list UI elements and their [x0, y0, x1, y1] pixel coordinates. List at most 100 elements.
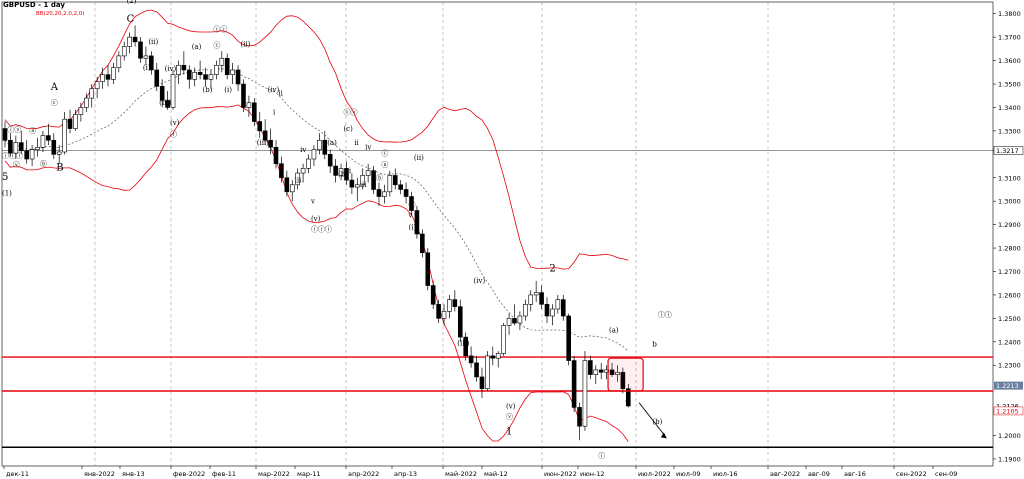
wave-label: (b): [203, 86, 213, 94]
candle-body: [262, 130, 268, 141]
wave-label: A: [50, 82, 59, 93]
candle-body: [317, 139, 322, 150]
x-tick-label: авг-09: [808, 470, 830, 478]
y-tick-label: 1.2300: [998, 362, 1021, 370]
candle-body: [127, 36, 132, 47]
wave-label: i: [349, 167, 352, 175]
candle-body: [403, 189, 409, 197]
wave-label: iv: [365, 144, 371, 152]
wave-label: 1: [506, 426, 512, 437]
wave-label: (iii): [257, 139, 269, 147]
candle-body: [306, 158, 311, 169]
wave-label: (b): [652, 418, 662, 426]
chart-title: GBPUSD - 1 day: [3, 1, 65, 9]
y-tick-label: 1.3700: [998, 34, 1021, 42]
wave-label: (i): [409, 223, 417, 231]
candle-body: [620, 371, 626, 389]
candle-body: [333, 165, 338, 176]
x-tick-label: июн-2022: [544, 470, 577, 478]
x-tick-label: май-2022: [445, 470, 477, 478]
candle-body: [84, 97, 89, 108]
candle-body: [192, 72, 197, 80]
x-tick-label: сен-09: [935, 470, 957, 478]
candle-body: [143, 55, 149, 59]
wave-label: (2): [127, 0, 137, 5]
y-tick-label: 1.3100: [998, 174, 1021, 182]
wave-label: ⓘⓘⓘ: [311, 226, 332, 234]
projection-arrow-head: [660, 432, 667, 439]
y-tick-label: 1.3500: [998, 81, 1021, 89]
y-tick-label: 1.2500: [998, 315, 1021, 323]
level-tag-label: 1.3217: [996, 147, 1019, 155]
x-tick-label: июл-09: [676, 470, 700, 478]
wave-label: (iii): [159, 99, 171, 107]
wave-label: iv: [300, 146, 306, 154]
wave-label: a: [625, 397, 629, 405]
candle-body: [555, 299, 561, 310]
wave-label: (v): [311, 215, 321, 223]
wave-label: (iv): [165, 65, 177, 73]
candle-body: [506, 318, 512, 326]
candle-body: [425, 252, 431, 286]
wave-label: i: [273, 108, 276, 116]
x-tick-label: фев-11: [212, 470, 236, 478]
wave-label: ⓥ: [506, 413, 513, 421]
candle-body: [582, 360, 588, 427]
candle-body: [2, 128, 8, 141]
wave-label: ⓘ: [170, 131, 177, 139]
y-tick-label: 1.3000: [998, 198, 1021, 206]
candle-body: [593, 369, 599, 375]
candle-body: [154, 69, 160, 87]
candle-body: [479, 376, 485, 389]
wave-label: iii: [295, 176, 302, 184]
candle-body: [246, 102, 252, 108]
x-tick-label: дек-11: [6, 470, 29, 478]
candle-body: [132, 36, 138, 43]
candle-body: [398, 184, 403, 190]
x-tick-label: сен-2022: [896, 470, 927, 478]
candle-body: [327, 154, 333, 167]
candle-body: [420, 233, 425, 254]
wave-label: 5: [2, 172, 8, 183]
candle-body: [149, 55, 154, 71]
price-tag-label: 1.2213: [996, 382, 1019, 390]
y-tick-label: 1.2900: [998, 221, 1021, 229]
candle-body: [468, 355, 474, 364]
price-tag-label: 1.2105: [996, 407, 1019, 415]
candle-body: [571, 360, 577, 408]
candle-body: [566, 315, 571, 361]
candle-body: [214, 64, 219, 75]
candle-body: [230, 69, 235, 75]
wave-label: (v): [506, 403, 516, 411]
y-tick-label: 1.3600: [998, 57, 1021, 65]
wave-label: ⓘ: [598, 452, 605, 460]
wave-label: ii: [278, 90, 283, 98]
wave-label: ⓐ: [381, 161, 388, 169]
candle-body: [512, 318, 517, 324]
candle-body: [116, 55, 122, 68]
candle-body: [360, 175, 366, 186]
wave-label: B: [56, 163, 63, 174]
candle-body: [24, 150, 29, 160]
candle-body: [295, 172, 300, 186]
candle-body: [18, 142, 24, 152]
candle-body: [560, 299, 566, 317]
wave-label: ⓐ: [29, 127, 36, 135]
wave-label: (i): [224, 86, 232, 94]
wave-label: b: [652, 340, 657, 348]
candle-body: [588, 360, 593, 375]
price-tag-box-0: [994, 381, 1023, 390]
candle-body: [625, 388, 631, 407]
candle-body: [203, 74, 208, 80]
candle-body: [354, 184, 360, 188]
wave-label: 2: [549, 263, 555, 274]
candle-body: [78, 107, 84, 115]
candle-body: [344, 168, 349, 181]
candle-body: [452, 299, 458, 307]
x-tick-label: мар-2022: [258, 470, 290, 478]
wave-label: ⓑ: [40, 160, 47, 168]
x-tick-label: май-12: [484, 470, 508, 478]
projection-arrow-line: [638, 402, 665, 435]
wave-label: ⓑ: [376, 174, 383, 182]
